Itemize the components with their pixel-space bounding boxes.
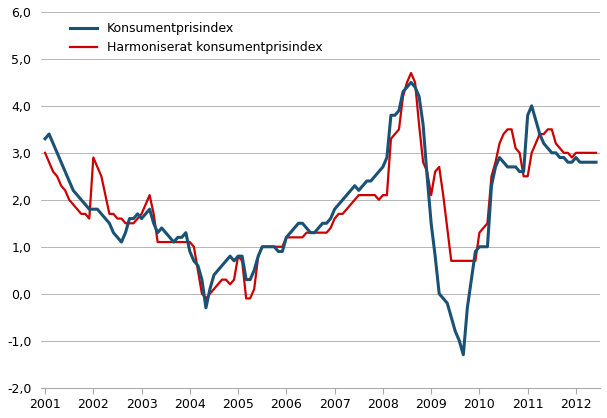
Konsumentprisindex — [243, 277, 250, 282]
Harmoniserat konsumentprisindex — [202, 296, 209, 301]
Harmoniserat konsumentprisindex — [444, 225, 451, 230]
Konsumentprisindex — [259, 244, 266, 249]
Harmoniserat konsumentprisindex — [588, 150, 595, 155]
Konsumentprisindex — [592, 160, 600, 165]
Konsumentprisindex — [439, 296, 447, 301]
Konsumentprisindex — [588, 160, 595, 165]
Harmoniserat konsumentprisindex — [407, 71, 415, 76]
Harmoniserat konsumentprisindex — [359, 193, 367, 198]
Line: Konsumentprisindex: Konsumentprisindex — [45, 82, 596, 355]
Harmoniserat konsumentprisindex — [592, 150, 600, 155]
Legend: Konsumentprisindex, Harmoniserat konsumentprisindex: Konsumentprisindex, Harmoniserat konsume… — [70, 22, 323, 54]
Line: Harmoniserat konsumentprisindex: Harmoniserat konsumentprisindex — [45, 73, 596, 298]
Konsumentprisindex — [407, 80, 415, 85]
Konsumentprisindex — [516, 169, 523, 174]
Konsumentprisindex — [459, 352, 467, 357]
Konsumentprisindex — [41, 136, 49, 141]
Harmoniserat konsumentprisindex — [263, 244, 270, 249]
Konsumentprisindex — [355, 188, 362, 193]
Harmoniserat konsumentprisindex — [41, 150, 49, 155]
Harmoniserat konsumentprisindex — [246, 296, 254, 301]
Harmoniserat konsumentprisindex — [516, 150, 523, 155]
